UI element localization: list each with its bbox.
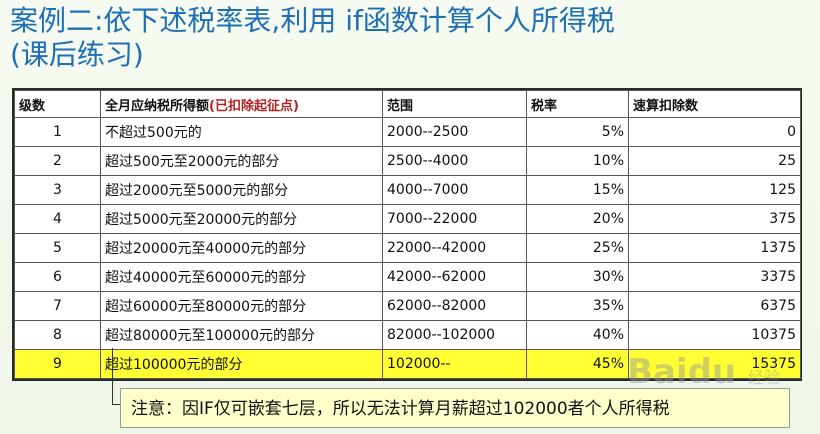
cell-deduction: 0 [628,117,801,147]
cell-deduction: 375 [628,204,801,234]
cell-range: 42000--62000 [382,262,527,292]
watermark-sub: 经验 [747,368,780,387]
cell-rate: 10% [526,146,629,176]
cell-rate: 20% [526,204,629,234]
slide-title: 案例二:依下述税率表,利用 if函数计算个人所得税 (课后练习) [10,4,810,72]
baidu-watermark: Baidu 经验 [627,352,780,392]
callout-pointer-tick [112,404,120,405]
cell-range: 2500--4000 [382,146,527,176]
cell-deduction: 15375 [628,349,801,379]
table-row: 6 超过40000元至60000元的部分 42000--62000 30% 3375 [14,262,801,292]
cell-range: 62000--82000 [382,291,527,321]
cell-level: 5 [14,233,101,263]
header-rate: 税率 [526,90,629,118]
tax-rate-table: 级数 全月应纳税所得额(已扣除起征点) 范围 税率 速算扣除数 1 不超过500元… [14,90,801,379]
cell-deduction: 3375 [628,262,801,292]
header-income-label: 全月应纳税所得额 [105,98,210,114]
cell-range: 4000--7000 [382,175,527,205]
table-row: 3 超过2000元至5000元的部分 4000--7000 15% 125 [14,175,801,205]
cell-income: 超过40000元至60000元的部分 [100,262,383,292]
table-row: 4 超过5000元至20000元的部分 7000--22000 20% 375 [14,204,801,234]
cell-range: 102000-- [382,349,527,379]
cell-level: 3 [14,175,101,205]
cell-rate: 30% [526,262,629,292]
watermark-brand: Baidu [627,352,737,392]
cell-rate: 45% [526,349,629,379]
cell-deduction: 1375 [628,233,801,263]
cell-deduction: 10375 [628,320,801,350]
table-body: 1 不超过500元的 2000--2500 5% 0 2 超过500元至2000元的部分 25… [14,117,801,379]
header-deduction: 速算扣除数 [628,90,801,118]
table-row: 7 超过60000元至80000元的部分 62000--82000 35% 6375 [14,291,801,321]
cell-deduction: 125 [628,175,801,205]
cell-range: 82000--102000 [382,320,527,350]
cell-income: 超过80000元至100000元的部分 [100,320,383,350]
header-income: 全月应纳税所得额(已扣除起征点) [100,90,383,118]
cell-rate: 5% [526,117,629,147]
table-row: 2 超过500元至2000元的部分 2500--4000 10% 25 [14,146,801,176]
cell-income: 超过500元至2000元的部分 [100,146,383,176]
cell-deduction: 6375 [628,291,801,321]
callout-pointer-line [112,348,113,404]
cell-level: 1 [14,117,101,147]
cell-rate: 40% [526,320,629,350]
title-line-1: 案例二:依下述税率表,利用 if函数计算个人所得税 [10,4,615,37]
header-level: 级数 [14,90,101,118]
cell-income: 超过60000元至80000元的部分 [100,291,383,321]
note-callout-text: 注意：因IF仅可嵌套七层，所以无法计算月薪超过102000者个人所得税 [131,399,670,419]
header-income-note: (已扣除起征点) [209,98,299,114]
table-row: 1 不超过500元的 2000--2500 5% 0 [14,117,801,147]
table-row: 9 超过100000元的部分 102000-- 45% 15375 [14,349,801,379]
note-callout: 注意：因IF仅可嵌套七层，所以无法计算月薪超过102000者个人所得税 [120,388,790,428]
cell-rate: 35% [526,291,629,321]
table-row: 5 超过20000元至40000元的部分 22000--42000 25% 1375 [14,233,801,263]
cell-level: 6 [14,262,101,292]
cell-rate: 15% [526,175,629,205]
cell-level: 9 [14,349,101,379]
cell-income: 超过5000元至20000元的部分 [100,204,383,234]
cell-level: 8 [14,320,101,350]
tax-rate-table-frame: 级数 全月应纳税所得额(已扣除起征点) 范围 税率 速算扣除数 1 不超过500元… [12,88,802,381]
header-range: 范围 [382,90,527,118]
cell-income: 超过20000元至40000元的部分 [100,233,383,263]
cell-income: 超过2000元至5000元的部分 [100,175,383,205]
title-line-2: (课后练习) [10,38,144,71]
table-header-row: 级数 全月应纳税所得额(已扣除起征点) 范围 税率 速算扣除数 [14,90,801,118]
cell-income: 不超过500元的 [100,117,383,147]
cell-range: 22000--42000 [382,233,527,263]
cell-level: 4 [14,204,101,234]
cell-rate: 25% [526,233,629,263]
cell-range: 2000--2500 [382,117,527,147]
table-row: 8 超过80000元至100000元的部分 82000--102000 40% 1037… [14,320,801,350]
cell-income: 超过100000元的部分 [100,349,383,379]
cell-deduction: 25 [628,146,801,176]
cell-level: 2 [14,146,101,176]
cell-range: 7000--22000 [382,204,527,234]
cell-level: 7 [14,291,101,321]
